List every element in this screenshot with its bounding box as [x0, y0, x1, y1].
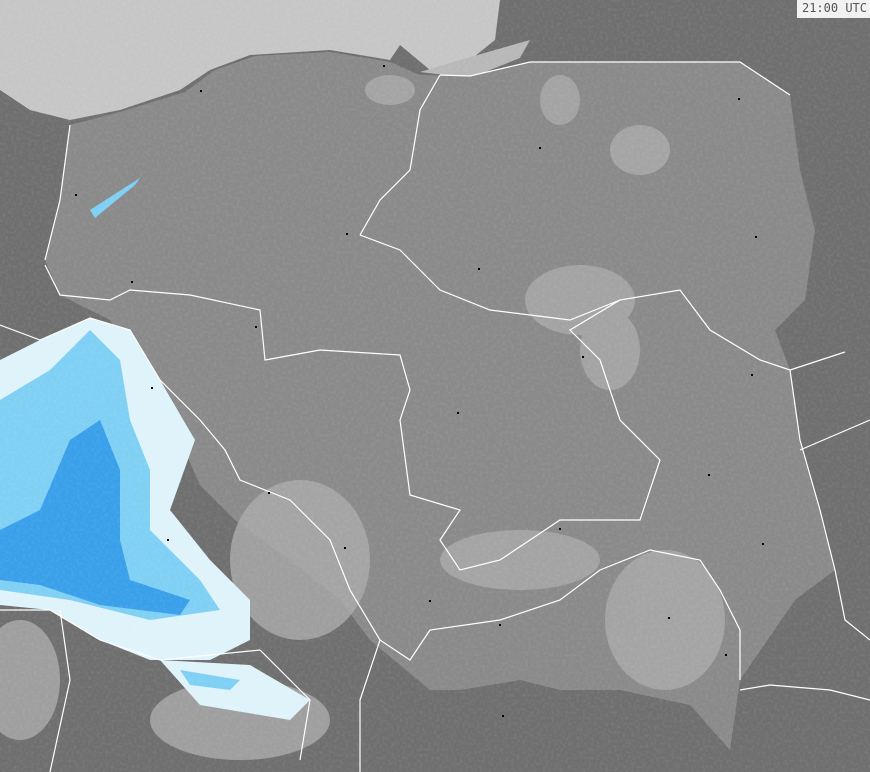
city-marker [708, 474, 710, 476]
city-marker [268, 492, 270, 494]
city-marker [255, 326, 257, 328]
city-marker [151, 387, 153, 389]
city-marker [75, 194, 77, 196]
city-marker [346, 233, 348, 235]
city-marker [167, 539, 169, 541]
city-marker [499, 624, 501, 626]
city-marker [131, 281, 133, 283]
city-marker [559, 528, 561, 530]
city-marker [539, 147, 541, 149]
city-marker [582, 356, 584, 358]
city-marker [755, 236, 757, 238]
city-marker [478, 268, 480, 270]
city-marker [383, 65, 385, 67]
city-markers [75, 65, 764, 717]
borders [0, 61, 870, 772]
city-marker [725, 654, 727, 656]
city-marker [457, 412, 459, 414]
city-marker [200, 90, 202, 92]
timestamp-label: 21:00 UTC [796, 0, 870, 18]
city-marker [344, 547, 346, 549]
city-marker [762, 543, 764, 545]
city-marker [502, 715, 504, 717]
city-marker [668, 617, 670, 619]
city-marker [429, 600, 431, 602]
city-marker [738, 98, 740, 100]
city-marker [751, 374, 753, 376]
